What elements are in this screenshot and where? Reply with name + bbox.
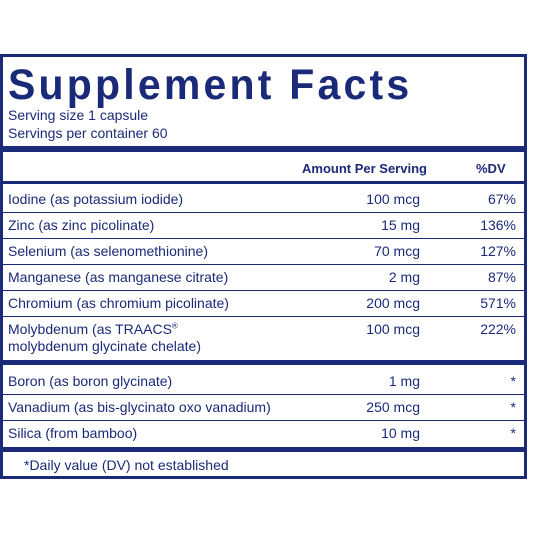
nutrient-dv: 222% [480,321,516,337]
nutrient-amount: 2 mg [388,269,420,285]
nutrient-name: Silica (from bamboo) [8,425,138,441]
nutrient-dv: 127% [480,243,516,259]
nutrient-name: Molybdenum (as TRAACS® molybdenum glycina… [8,321,201,355]
nutrient-name: Iodine (as potassium iodide) [8,191,184,207]
nutrient-amount: 100 mcg [366,191,420,207]
row-divider [3,212,524,213]
nutrient-amount: 200 mcg [366,295,420,311]
column-header-dv: %DV [476,161,506,176]
serving-size: Serving size 1 capsule [8,107,149,123]
nutrient-amount: 250 mcg [366,399,420,415]
nutrient-amount: 10 mg [381,425,420,441]
nutrient-dv: * [510,399,516,415]
nutrient-name: Vanadium (as bis-glycinato oxo vanadium) [8,399,271,415]
nutrient-name-line1: Molybdenum (as TRAACS [8,321,172,337]
nutrient-dv: 67% [487,191,516,207]
footnote: *Daily value (DV) not established [24,457,229,473]
nutrient-amount: 100 mcg [366,321,420,337]
nutrient-dv: 136% [480,217,516,233]
row-divider [3,394,524,395]
nutrient-dv: 87% [487,269,516,285]
nutrient-name: Chromium (as chromium picolinate) [8,295,229,311]
nutrient-dv: * [510,425,516,441]
nutrient-name-line2: molybdenum glycinate chelate) [8,338,201,354]
nutrient-amount: 15 mg [381,217,420,233]
thick-divider-middle [3,360,524,365]
thick-divider-top [3,146,524,152]
column-header-amount: Amount Per Serving [302,161,427,176]
header-divider [3,181,524,184]
row-divider [3,238,524,239]
row-divider [3,290,524,291]
servings-per-container: Servings per container 60 [8,125,168,141]
row-divider [3,316,524,317]
row-divider [3,264,524,265]
nutrient-amount: 70 mcg [374,243,420,259]
row-divider [3,420,524,421]
thick-divider-bottom [3,447,524,452]
registered-mark: ® [171,321,178,331]
nutrient-dv: 571% [480,295,516,311]
nutrient-name: Selenium (as selenomethionine) [8,243,208,259]
nutrient-name: Zinc (as zinc picolinate) [8,217,155,233]
nutrient-name: Boron (as boron glycinate) [8,373,173,389]
panel-title: Supplement Facts [8,59,413,109]
nutrient-dv: * [510,373,516,389]
supplement-facts-panel: Supplement Facts Serving size 1 capsule … [0,54,527,479]
nutrient-name: Manganese (as manganese citrate) [8,269,229,285]
nutrient-amount: 1 mg [388,373,420,389]
